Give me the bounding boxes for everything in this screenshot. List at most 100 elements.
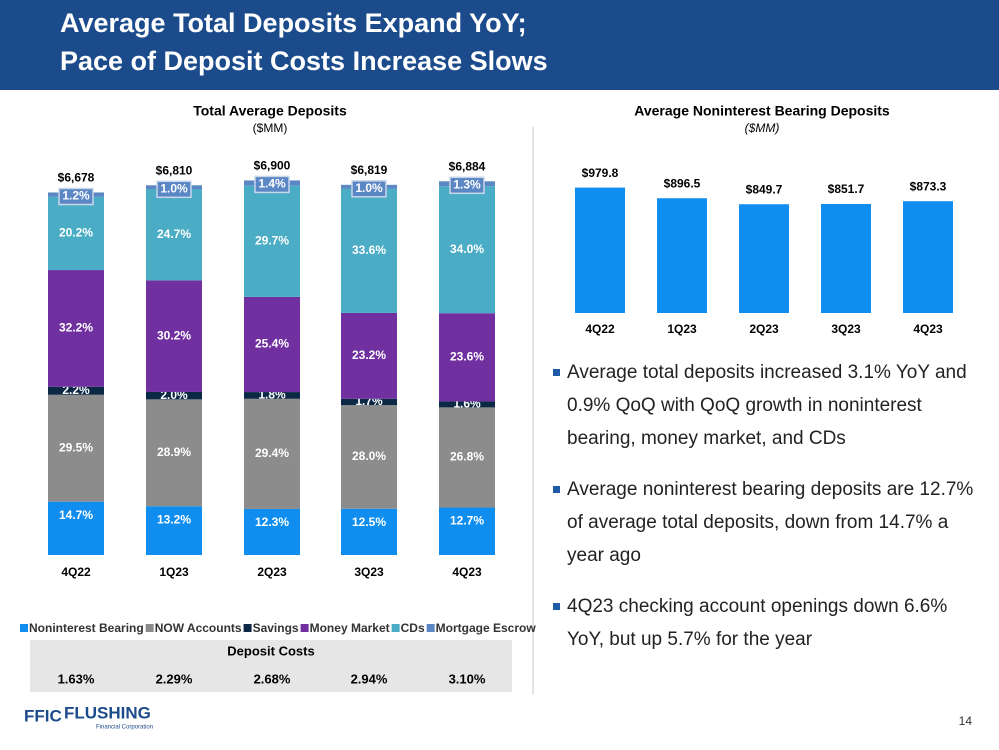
bar-segment xyxy=(341,405,397,509)
x-tick-label: 3Q23 xyxy=(831,322,861,336)
x-tick-label: 4Q22 xyxy=(585,322,615,336)
bar-segment xyxy=(48,501,104,555)
legend-swatch xyxy=(145,624,154,632)
bar-segment xyxy=(48,394,104,502)
label-box xyxy=(58,187,94,206)
legend-swatch xyxy=(426,624,435,632)
data-label: $896.5 xyxy=(664,176,701,190)
legend-swatch xyxy=(20,624,28,632)
legend-swatch xyxy=(391,624,400,632)
data-label: 1.3% xyxy=(453,177,481,191)
bullet-list: Average total deposits increased 3.1% Yo… xyxy=(551,356,983,674)
logo-name: FLUSHING xyxy=(64,703,151,722)
data-label: 14.7% xyxy=(59,508,93,522)
total-label: $6,884 xyxy=(449,159,486,173)
x-tick-label: 2Q23 xyxy=(257,565,287,579)
legend-label: Money Market xyxy=(310,621,390,635)
deposit-costs-title: Deposit Costs xyxy=(227,643,314,658)
bar-segment xyxy=(341,188,397,313)
data-label: 28.9% xyxy=(157,445,191,459)
legend-swatch xyxy=(243,624,252,632)
data-label: 1.0% xyxy=(160,181,188,195)
data-label: 30.2% xyxy=(157,328,191,342)
bar-segment xyxy=(244,398,300,509)
label-box xyxy=(156,180,192,199)
x-tick-label: 4Q23 xyxy=(452,565,482,579)
bar-segment xyxy=(146,280,202,392)
bar xyxy=(657,198,707,313)
bullet: Average total deposits increased 3.1% Yo… xyxy=(551,356,983,455)
data-label: 12.7% xyxy=(450,514,484,528)
data-label: 29.4% xyxy=(255,446,289,460)
deposit-cost: 2.94% xyxy=(351,671,388,686)
data-label: 20.2% xyxy=(59,226,93,240)
data-label: $873.3 xyxy=(910,179,947,193)
total-label: $6,819 xyxy=(351,163,388,177)
bar-segment xyxy=(244,296,300,393)
label-box xyxy=(449,176,485,195)
label-box xyxy=(351,180,387,198)
chart-title: Total Average Deposits xyxy=(193,103,347,119)
bar-segment xyxy=(341,398,397,406)
bar-segment xyxy=(439,186,495,314)
total-label: $6,900 xyxy=(254,159,291,173)
data-label: 26.8% xyxy=(450,450,484,464)
bar xyxy=(739,204,789,313)
data-label: 32.2% xyxy=(59,321,93,335)
x-tick-label: 1Q23 xyxy=(667,322,697,336)
total-label: $6,810 xyxy=(156,163,193,177)
data-label: 29.7% xyxy=(255,233,289,247)
total-label: $6,678 xyxy=(58,171,95,185)
bar-segment xyxy=(439,401,495,408)
x-tick-label: 4Q22 xyxy=(61,565,91,579)
bar xyxy=(821,203,871,313)
data-label: 1.2% xyxy=(62,189,90,203)
data-label: $979.8 xyxy=(582,166,619,180)
legend-label: NOW Accounts xyxy=(155,621,242,635)
legend-label: Noninterest Bearing xyxy=(29,621,144,635)
bar-segment xyxy=(244,508,300,555)
x-tick-label: 2Q23 xyxy=(749,322,779,336)
legend-label: Savings xyxy=(253,621,299,635)
data-label: 24.7% xyxy=(157,227,191,241)
data-label: 28.0% xyxy=(352,449,386,463)
deposit-cost: 2.68% xyxy=(254,671,291,686)
bar-segment xyxy=(48,386,104,395)
x-tick-label: 4Q23 xyxy=(913,322,943,336)
logo-tagline: Financial Corporation xyxy=(96,725,153,731)
page-number: 14 xyxy=(959,714,973,728)
bullet: Average noninterest bearing deposits are… xyxy=(551,473,983,572)
slide-title: Average Total Deposits Expand YoY; xyxy=(60,8,527,38)
data-label: 12.3% xyxy=(255,515,289,529)
data-label: $849.7 xyxy=(746,182,783,196)
x-tick-label: 1Q23 xyxy=(159,565,189,579)
header-band xyxy=(0,0,999,90)
deposit-cost: 1.63% xyxy=(58,671,95,686)
bar-segment xyxy=(48,196,104,271)
bar-segment xyxy=(341,312,397,399)
bar-segment xyxy=(439,507,495,555)
label-box xyxy=(254,175,290,194)
deposit-costs-box xyxy=(30,640,512,692)
data-label: 1.0% xyxy=(355,181,383,195)
legend-label: CDs xyxy=(401,621,425,635)
data-label: 23.6% xyxy=(450,349,484,363)
bar-segment xyxy=(341,508,397,555)
legend-label: Mortgage Escrow xyxy=(436,621,537,635)
deposit-cost: 2.29% xyxy=(156,671,193,686)
bar-segment xyxy=(146,189,202,281)
chart-title: Average Noninterest Bearing Deposits xyxy=(634,103,890,119)
bar-segment xyxy=(146,506,202,555)
deposit-cost: 3.10% xyxy=(449,671,486,686)
data-label: 25.4% xyxy=(255,337,289,351)
bar-segment xyxy=(146,399,202,507)
bar-segment xyxy=(244,392,300,399)
data-label: 29.5% xyxy=(59,440,93,454)
data-label: 12.5% xyxy=(352,515,386,529)
logo-mark: FFIC xyxy=(24,706,62,725)
data-label: $851.7 xyxy=(828,182,865,196)
data-label: 33.6% xyxy=(352,243,386,257)
x-tick-label: 3Q23 xyxy=(354,565,384,579)
